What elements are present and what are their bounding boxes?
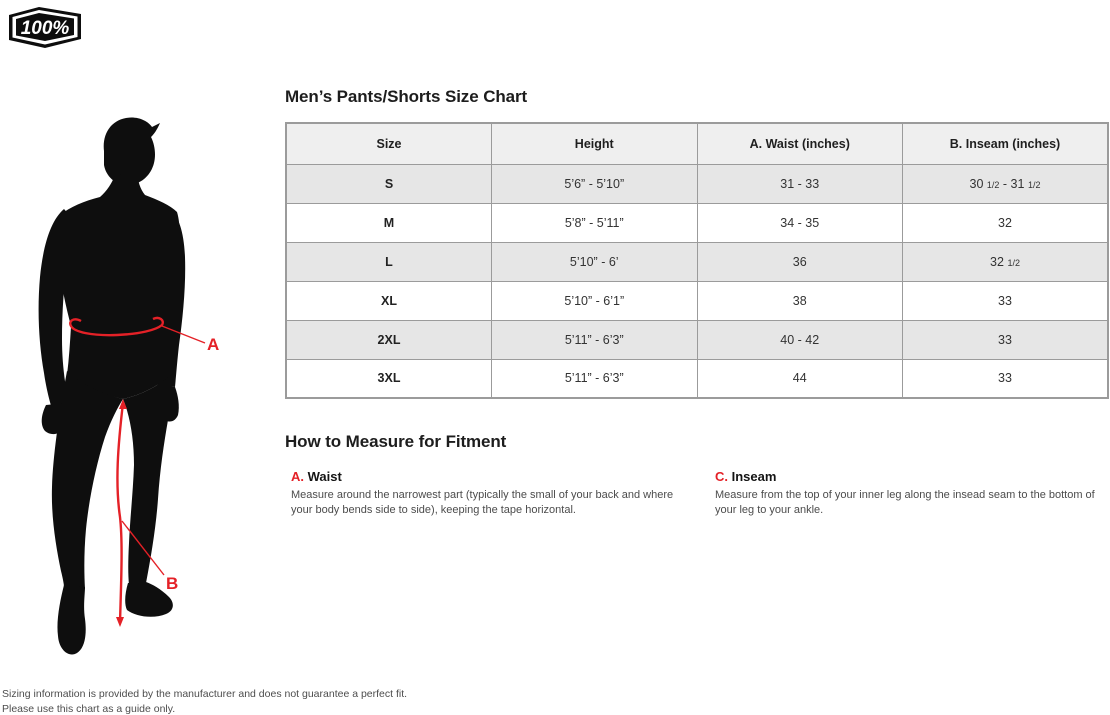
inseam-cell: 32 1/2 [902, 241, 1109, 282]
measure-title-text: Inseam [731, 469, 777, 484]
table-row: M 5’8” - 5’11” 34 - 35 32 [285, 202, 1109, 243]
measure-item-title: A. Waist [291, 469, 697, 484]
inseam-cell: 33 [902, 280, 1109, 321]
height-cell: 5’11” - 6’3” [491, 358, 698, 399]
height-cell: 5’6” - 5’10” [491, 163, 698, 204]
brand-logo-100percent-icon: 100% [9, 7, 81, 48]
pointer-line-a [161, 325, 206, 344]
measure-heading: How to Measure for Fitment [285, 432, 507, 451]
footer-line-2: Please use this chart as a guide only. [2, 702, 176, 715]
measure-title-text: Waist [307, 469, 342, 484]
size-cell: L [285, 241, 492, 282]
height-cell: 5’8” - 5’11” [491, 202, 698, 243]
measure-description: Measure around the narrowest part (typic… [291, 489, 674, 516]
fraction: 1/2 [1007, 257, 1020, 268]
inseam-cell: 32 [902, 202, 1109, 243]
table-row: XL 5’10” - 6’1” 38 33 [285, 280, 1109, 321]
footer-line-1: Sizing information is provided by the ma… [2, 688, 408, 700]
table-row: L 5’10” - 6’ 36 32 1/2 [285, 241, 1109, 282]
inseam-cell: 33 [902, 319, 1109, 360]
table-row: S 5’6” - 5’10” 31 - 33 30 1/2 - 31 1/2 [285, 163, 1109, 204]
height-cell: 5’10” - 6’1” [491, 280, 698, 321]
inseam-line-annotation [116, 399, 165, 627]
inseam-cell: 33 [902, 358, 1109, 399]
measure-letter: A. [291, 469, 304, 484]
measure-item-inseam: C. Inseam Measure from the top of your i… [715, 469, 1109, 518]
fraction: 1/2 [1027, 179, 1041, 190]
column-header-3: B. Inseam (inches) [902, 122, 1109, 165]
arrowhead-bottom-icon [116, 617, 124, 627]
table-row: 2XL 5’11” - 6’3” 40 - 42 33 [285, 319, 1109, 360]
waist-cell: 36 [696, 241, 903, 282]
waist-tape-annotation [69, 316, 206, 344]
male-silhouette-figure: A B [38, 117, 219, 655]
male-silhouette [38, 117, 186, 655]
measure-item-title: C. Inseam [715, 469, 1109, 484]
column-header-0: Size [285, 122, 492, 165]
waist-cell: 44 [696, 358, 903, 399]
height-cell: 5’11” - 6’3” [491, 319, 698, 360]
waist-cell: 34 - 35 [696, 202, 903, 243]
height-cell: 5’10” - 6’ [491, 241, 698, 282]
footer-disclaimer: Sizing information is provided by the ma… [2, 687, 407, 715]
waist-cell: 38 [696, 280, 903, 321]
column-header-1: Height [491, 122, 698, 165]
waist-cell: 40 - 42 [696, 319, 903, 360]
pointer-line-b [121, 520, 165, 576]
table-body: S 5’6” - 5’10” 31 - 33 30 1/2 - 31 1/2 M 5’8”… [285, 163, 1109, 399]
size-cell: 2XL [285, 319, 492, 360]
measure-letter: C. [715, 469, 728, 484]
arrowhead-top-icon [119, 399, 127, 409]
inseam-cell: 30 1/2 - 31 1/2 [902, 163, 1109, 204]
measure-item-waist: A. Waist Measure around the narrowest pa… [291, 469, 697, 518]
table-header-row: Size Height A. Waist (inches) B. Inseam (in… [285, 122, 1109, 165]
waist-cell: 31 - 33 [696, 163, 903, 204]
measure-description: Measure from the top of your inner leg a… [715, 489, 1095, 516]
size-chart-table: Size Height A. Waist (inches) B. Inseam (in… [285, 122, 1109, 399]
size-cell: M [285, 202, 492, 243]
size-cell: S [285, 163, 492, 204]
size-cell: XL [285, 280, 492, 321]
fraction: 1/2 [986, 179, 1000, 190]
size-cell: 3XL [285, 358, 492, 399]
brand-logo-text: 100% [21, 18, 70, 39]
label-b: B [166, 574, 178, 593]
table-head: Size Height A. Waist (inches) B. Inseam (in… [285, 122, 1109, 165]
size-chart-title: Men’s Pants/Shorts Size Chart [285, 87, 528, 106]
column-header-2: A. Waist (inches) [696, 122, 903, 165]
table-row: 3XL 5’11” - 6’3” 44 33 [285, 358, 1109, 399]
label-a: A [207, 335, 219, 354]
content-column: Men’s Pants/Shorts Size Chart Size Height… [285, 87, 1109, 518]
measure-grid: A. Waist Measure around the narrowest pa… [285, 469, 1109, 518]
